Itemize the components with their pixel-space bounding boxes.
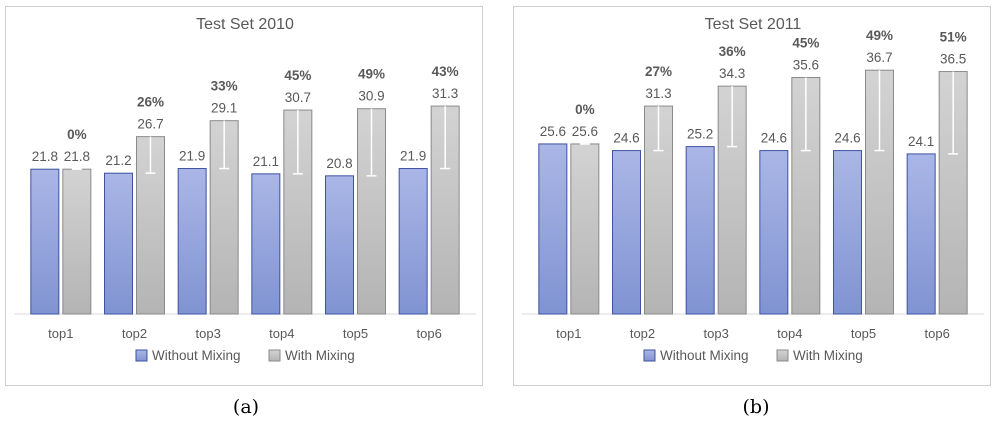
data-label-without-mixing: 25.6 [540, 124, 566, 139]
improvement-label: 45% [792, 36, 819, 51]
data-label-without-mixing: 21.9 [179, 149, 205, 164]
bar-without-mixing [612, 150, 641, 315]
data-label-with-mixing: 31.3 [432, 86, 458, 101]
data-label-without-mixing: 21.2 [105, 153, 131, 168]
x-tick-label: top5 [851, 326, 876, 341]
x-tick-label: top3 [196, 326, 221, 341]
x-tick-label: top5 [343, 326, 368, 341]
improvement-label: 43% [432, 64, 459, 79]
data-label-with-mixing: 30.9 [358, 89, 384, 104]
bar-without-mixing [759, 150, 789, 315]
caption-b: (b) [742, 396, 770, 418]
chart-svg-a: Test Set 2010 21.8 21.8 0% top1 21.2 26.7 26% to… [14, 16, 476, 363]
x-tick-label: top6 [417, 326, 442, 341]
improvement-label: 49% [358, 67, 385, 82]
x-tick-label: top4 [777, 326, 802, 341]
bar-with-mixing [570, 143, 600, 315]
legend-swatch-without-mixing [135, 349, 148, 362]
data-label-without-mixing: 24.1 [908, 134, 934, 149]
data-label-with-mixing: 36.5 [940, 52, 966, 67]
improvement-label: 45% [284, 68, 311, 83]
bar-with-mixing [62, 168, 92, 315]
bar-without-mixing [177, 168, 207, 315]
improvement-label: 27% [645, 64, 672, 79]
data-label-without-mixing: 21.1 [253, 154, 279, 169]
data-label-without-mixing: 24.6 [834, 131, 860, 146]
bar-without-mixing [833, 150, 862, 315]
chart-title: Test Set 2011 [705, 16, 802, 33]
data-label-with-mixing: 25.6 [572, 124, 598, 139]
bar-without-mixing [104, 172, 133, 315]
data-label-with-mixing: 29.1 [211, 101, 237, 116]
bar-without-mixing [398, 168, 428, 315]
legend-swatch-with-mixing [268, 349, 281, 362]
legend-label-with-mixing: With Mixing [285, 348, 355, 363]
bar-without-mixing [251, 173, 281, 315]
chart-title: Test Set 2010 [196, 16, 294, 33]
data-label-with-mixing: 21.8 [64, 149, 90, 164]
data-label-with-mixing: 26.7 [137, 117, 163, 132]
chart-svg-b: Test Set 2011 25.6 25.6 0% top1 24.6 31.3 27% to… [522, 16, 984, 363]
data-label-without-mixing: 24.6 [761, 131, 787, 146]
data-label-with-mixing: 30.7 [285, 90, 311, 105]
improvement-label: 26% [137, 95, 164, 110]
data-label-with-mixing: 35.6 [793, 58, 819, 73]
improvement-label: 0% [67, 127, 87, 142]
data-label-without-mixing: 25.2 [687, 127, 713, 142]
legend-swatch-with-mixing [776, 349, 789, 362]
chart-panel-a: Test Set 2010 21.8 21.8 0% top1 21.2 26.7 26% to… [5, 6, 483, 386]
caption-a: (a) [232, 396, 260, 418]
x-tick-label: top2 [122, 326, 147, 341]
x-tick-label: top6 [925, 326, 950, 341]
chart-panel-b: Test Set 2011 25.6 25.6 0% top1 24.6 31.3 27% to… [513, 6, 991, 386]
data-label-with-mixing: 31.3 [645, 86, 671, 101]
bar-without-mixing [538, 143, 568, 315]
x-tick-label: top1 [556, 326, 581, 341]
data-label-without-mixing: 20.8 [326, 156, 352, 171]
data-label-with-mixing: 34.3 [719, 66, 745, 81]
improvement-label: 51% [940, 30, 967, 45]
data-label-without-mixing: 21.8 [32, 149, 58, 164]
x-tick-label: top4 [269, 326, 294, 341]
legend-label-with-mixing: With Mixing [793, 348, 863, 363]
improvement-label: 33% [211, 79, 238, 94]
improvement-label: 36% [719, 44, 746, 59]
x-tick-label: top1 [48, 326, 73, 341]
x-tick-label: top2 [630, 326, 655, 341]
legend-label-without-mixing: Without Mixing [152, 348, 241, 363]
improvement-label: 49% [866, 28, 893, 43]
data-label-with-mixing: 36.7 [866, 50, 892, 65]
bar-without-mixing [325, 175, 354, 315]
data-label-without-mixing: 24.6 [613, 131, 639, 146]
bar-without-mixing [685, 146, 715, 315]
bar-without-mixing [906, 153, 936, 315]
data-label-without-mixing: 21.9 [400, 149, 426, 164]
legend-label-without-mixing: Without Mixing [660, 348, 749, 363]
legend-swatch-without-mixing [643, 349, 656, 362]
improvement-label: 0% [575, 102, 595, 117]
x-tick-label: top3 [704, 326, 729, 341]
bar-without-mixing [30, 168, 60, 315]
